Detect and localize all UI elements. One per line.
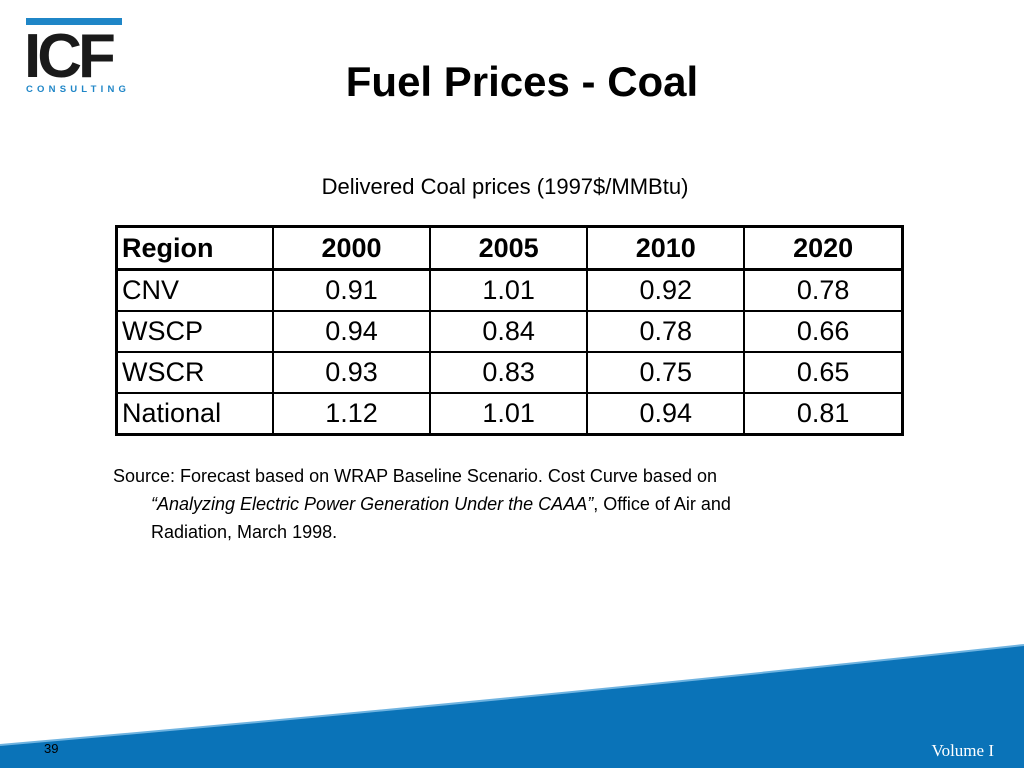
price-cell: 0.83 — [429, 351, 589, 394]
logo-wordmark: ICF — [24, 22, 116, 91]
price-cell: 1.12 — [271, 392, 432, 436]
page-number: 39 — [44, 741, 59, 756]
price-cell: 0.84 — [429, 310, 589, 353]
source-citation: “Analyzing Electric Power Generation Und… — [151, 494, 594, 514]
table-row: CNV 0.91 1.01 0.92 0.78 — [115, 268, 904, 312]
region-cell: National — [115, 392, 274, 436]
price-cell: 0.93 — [271, 351, 432, 394]
region-cell: CNV — [115, 268, 274, 312]
logo-accent-bar — [26, 18, 122, 25]
source-tail: , Office of Air and — [593, 494, 731, 514]
header-year: 2020 — [743, 225, 904, 271]
footer-wave-highlight — [0, 644, 1024, 746]
region-cell: WSCP — [115, 310, 274, 353]
footer-wave-band — [0, 645, 1024, 768]
header-year: 2005 — [429, 225, 589, 271]
table-caption: Delivered Coal prices (1997$/MMBtu) — [321, 174, 689, 199]
slide-title: Fuel Prices - Coal — [345, 58, 699, 105]
coal-price-table: Region 2000 2005 2010 2020 CNV 0.91 1.01… — [115, 225, 904, 436]
source-lead: Source: Forecast based on WRAP Baseline … — [113, 466, 717, 486]
price-cell: 0.75 — [586, 351, 746, 394]
region-cell: WSCR — [115, 351, 274, 394]
source-citation-line: “Analyzing Electric Power Generation Und… — [113, 490, 913, 518]
price-cell: 0.94 — [271, 310, 432, 353]
price-cell: 0.78 — [586, 310, 746, 353]
price-cell: 1.01 — [429, 392, 589, 436]
price-cell: 0.92 — [586, 268, 746, 312]
price-cell: 0.66 — [743, 310, 904, 353]
source-line3: Radiation, March 1998. — [151, 522, 338, 542]
header-year: 2000 — [271, 225, 432, 271]
volume-label: Volume I — [931, 741, 995, 760]
icf-logo: ICF CONSULTING — [22, 18, 132, 98]
header-year: 2010 — [586, 225, 746, 271]
table-row: WSCR 0.93 0.83 0.75 0.65 — [115, 351, 904, 394]
table-row: National 1.12 1.01 0.94 0.81 — [115, 392, 904, 436]
source-note: Source: Forecast based on WRAP Baseline … — [113, 462, 913, 546]
price-cell: 0.81 — [743, 392, 904, 436]
price-cell: 0.91 — [271, 268, 432, 312]
table-header-row: Region 2000 2005 2010 2020 — [115, 225, 904, 271]
price-cell: 1.01 — [429, 268, 589, 312]
price-cell: 0.65 — [743, 351, 904, 394]
price-cell: 0.78 — [743, 268, 904, 312]
price-cell: 0.94 — [586, 392, 746, 436]
table-row: WSCP 0.94 0.84 0.78 0.66 — [115, 310, 904, 353]
header-region: Region — [115, 225, 274, 271]
logo-subtitle: CONSULTING — [26, 84, 131, 95]
